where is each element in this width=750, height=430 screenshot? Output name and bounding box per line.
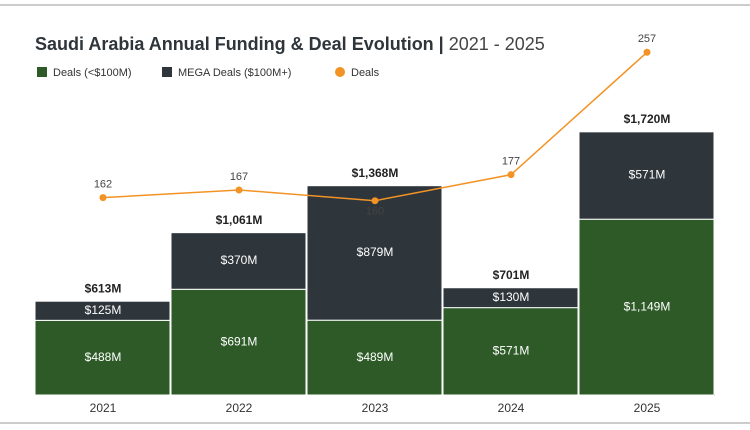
bar-segment bbox=[170, 232, 307, 290]
segment-label: $879M bbox=[357, 245, 394, 259]
deals-point bbox=[99, 194, 107, 202]
deals-point bbox=[371, 197, 379, 205]
segment-label: $488M bbox=[85, 350, 122, 364]
total-label: $1,368M bbox=[352, 166, 399, 180]
total-label: $1,061M bbox=[216, 213, 263, 227]
deals-label: 167 bbox=[230, 171, 248, 183]
bar-segment bbox=[34, 300, 171, 321]
bar-segment bbox=[578, 131, 715, 220]
legend-label: Deals bbox=[351, 67, 380, 79]
segment-label: $125M bbox=[85, 303, 122, 317]
legend-marker bbox=[162, 67, 172, 77]
deals-label: 160 bbox=[366, 206, 384, 218]
bar-segment bbox=[306, 185, 443, 321]
segment-label: $130M bbox=[493, 290, 530, 304]
x-tick-label: 2025 bbox=[634, 401, 661, 415]
segment-label: $1,149M bbox=[624, 299, 671, 313]
segment-label: $489M bbox=[357, 350, 394, 364]
chart-title-group: Saudi Arabia Annual Funding & Deal Evolu… bbox=[35, 34, 545, 54]
total-label: $701M bbox=[493, 268, 530, 282]
legend-label: Deals (<$100M) bbox=[53, 67, 132, 79]
bar-segment bbox=[442, 287, 579, 309]
segment-label: $691M bbox=[221, 334, 258, 348]
deals-label: 257 bbox=[638, 33, 656, 45]
deals-label: 177 bbox=[502, 156, 520, 168]
x-tick-label: 2021 bbox=[90, 401, 117, 415]
deals-point bbox=[235, 186, 243, 194]
bar-segment bbox=[34, 319, 171, 396]
deals-point bbox=[643, 48, 651, 56]
legend-label: MEGA Deals ($100M+) bbox=[178, 67, 291, 79]
x-tick-label: 2022 bbox=[226, 401, 253, 415]
segment-label: $370M bbox=[221, 253, 258, 267]
total-label: $1,720M bbox=[624, 112, 671, 126]
chart-title: Saudi Arabia Annual Funding & Deal Evolu… bbox=[35, 34, 444, 54]
deals-label: 162 bbox=[94, 179, 112, 191]
bar-segment bbox=[442, 307, 579, 396]
x-tick-label: 2023 bbox=[362, 401, 389, 415]
legend-marker bbox=[335, 67, 345, 77]
total-label: $613M bbox=[85, 281, 122, 295]
segment-label: $571M bbox=[629, 168, 666, 182]
segment-label: $571M bbox=[493, 343, 530, 357]
deals-point bbox=[507, 171, 515, 179]
chart-subtitle: 2021 - 2025 bbox=[449, 34, 545, 54]
bar-segment bbox=[170, 288, 307, 396]
legend-marker bbox=[37, 67, 47, 77]
x-tick-label: 2024 bbox=[498, 401, 525, 415]
